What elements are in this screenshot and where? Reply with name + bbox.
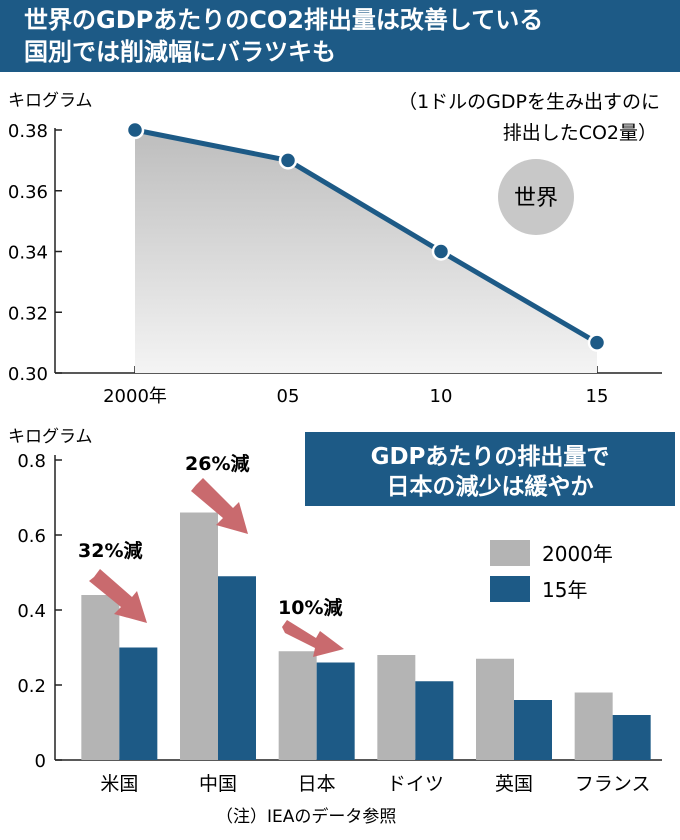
callout-line1: GDPあたりの排出量で [371,444,610,470]
world-badge-label: 世界 [514,186,558,211]
top-y-tick-label: 0.36 [8,182,48,203]
top-chart-note-line2: 排出したCO2量） [503,122,657,144]
top-y-tick-label: 0.34 [8,243,48,264]
header-title-line1: 世界のGDPあたりのCO2排出量は改善している [24,6,544,34]
top-x-tick-label: 2000年 [103,386,167,407]
callout-line2: 日本の減少は緩やか [387,473,594,500]
bottom-y-tick-label: 0.2 [17,676,46,697]
top-chart-note-line1: （1ドルのGDPを生み出すのに [398,91,660,113]
top-data-point [125,120,145,140]
top-data-point [587,333,607,352]
bar-2000 [278,651,317,760]
top-series-line [134,127,599,345]
footnote: （注）IEAのデータ参照 [216,806,396,827]
arrow-icon-us [89,569,147,623]
reduction-arrows [89,478,344,657]
top-chart-unit-label: キログラム [8,91,93,111]
top-x-tick-label: 10 [430,386,453,407]
bottom-y-tick-label: 0.4 [17,601,46,622]
top-y-tick-label: 0.38 [8,121,48,142]
bar-2015 [119,647,158,760]
bar-2015 [612,715,651,760]
bottom-chart-unit-label: キログラム [8,427,93,447]
top-data-point [431,242,451,261]
bottom-x-tick-label: 中国 [199,773,237,795]
bar-2000 [574,692,613,760]
header-banner: 世界のGDPあたりのCO2排出量は改善している 国別では削減幅にバラツキも [0,0,680,72]
top-y-tick-label: 0.32 [8,303,48,324]
world-badge-circle [498,159,574,235]
top-y-tick-label: 0.30 [8,364,48,385]
top-chart-plot [125,120,607,373]
bar-2015 [415,681,454,760]
legend-label-2000: 2000年 [542,542,613,566]
legend-swatch-2000 [490,540,530,566]
bottom-x-tick-label: ドイツ [387,773,444,795]
top-data-point [278,151,298,170]
callout-banner [305,432,675,506]
bottom-y-tick-label: 0.6 [17,526,46,547]
bar-2015 [316,662,355,760]
bottom-y-tick-label: 0.8 [17,451,46,472]
header-title-line2: 国別では削減幅にバラツキも [24,38,336,66]
top-x-tick-label: 05 [277,386,300,407]
arrow-icon-japan [282,620,344,657]
arrow-icon-china [191,478,248,534]
top-x-tick-label: 15 [586,386,609,407]
bottom-x-tick-label: 米国 [100,773,138,795]
bar-2000 [476,658,514,760]
bottom-x-tick-label: 英国 [495,773,533,795]
bar-2000 [180,512,218,760]
bar-2015 [514,700,552,760]
bar-2000 [81,595,120,760]
bottom-x-tick-label: 日本 [298,773,336,795]
bar-2000 [377,655,416,760]
bottom-x-tick-label: フランス [575,773,651,795]
annotation-china: 26%減 [185,452,249,475]
bar-2015 [218,576,256,760]
bottom-chart-plot [81,512,651,760]
legend-label-2015: 15年 [542,578,587,602]
top-area-fill [135,130,597,373]
annotation-us: 32%減 [78,539,142,562]
legend-swatch-2015 [490,576,530,602]
annotation-japan: 10%減 [278,596,342,619]
bottom-chart-axes: 0 0.2 0.4 0.6 0.8 米国 中国 日本 ドイツ 英国 フランス [17,451,662,795]
bottom-y-tick-label: 0 [35,751,46,772]
